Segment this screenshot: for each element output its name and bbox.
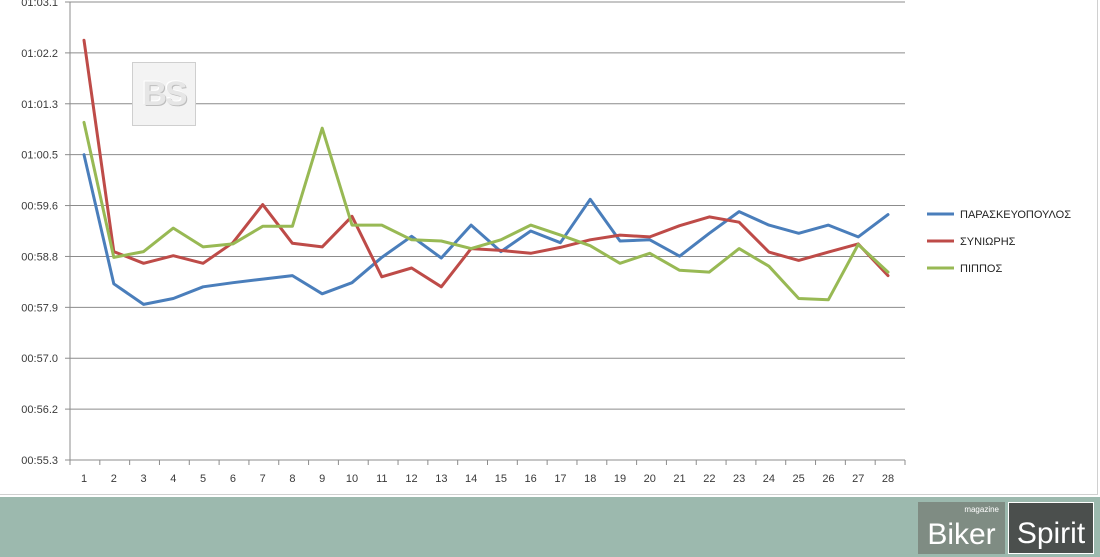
legend: ΠΑΡΑΣΚΕΥΟΠΟΥΛΟΣ ΣΥΝΙΩΡΗΣ ΠΙΠΠΟΣ xyxy=(927,209,1071,275)
grid-lines xyxy=(70,1,905,461)
legend-label: ΠΙΠΠΟΣ xyxy=(960,263,1002,275)
x-tick-label: 5 xyxy=(200,473,206,485)
logo-tagline: magazine xyxy=(964,505,999,514)
y-tick-label: 00:57.0 xyxy=(21,353,58,365)
x-tick-label: 28 xyxy=(882,473,894,485)
legend-label: ΠΑΡΑΣΚΕΥΟΠΟΥΛΟΣ xyxy=(960,209,1071,221)
x-tick-label: 14 xyxy=(465,473,477,485)
x-tick-label: 24 xyxy=(763,473,775,485)
x-tick-label: 21 xyxy=(673,473,685,485)
x-tick-label: 23 xyxy=(733,473,745,485)
logo-left-word: Biker xyxy=(927,518,996,551)
legend-label: ΣΥΝΙΩΡΗΣ xyxy=(960,236,1016,248)
x-tick-label: 6 xyxy=(230,473,236,485)
series-lines xyxy=(82,38,890,306)
x-tick-label: 19 xyxy=(614,473,626,485)
x-tick-label: 27 xyxy=(852,473,864,485)
x-tick-label: 26 xyxy=(822,473,834,485)
x-tick-label: 11 xyxy=(376,473,387,485)
line-chart: 00:55.3 00:56.2 00:57.0 00:57.9 00:58.8 00:59… xyxy=(21,0,1071,485)
series-line-2 xyxy=(82,38,890,289)
x-tick-label: 10 xyxy=(346,473,358,485)
x-tick-label: 7 xyxy=(260,473,266,485)
chart-area: 00:55.3 00:56.2 00:57.0 00:57.9 00:58.8 00:59… xyxy=(0,0,1100,497)
y-tick-label: 01:03.1 xyxy=(21,0,58,9)
x-tick-label: 18 xyxy=(584,473,596,485)
x-tick-label: 4 xyxy=(170,473,176,485)
x-tick-label: 20 xyxy=(644,473,656,485)
biker-spirit-logo: magazine Biker Spirit xyxy=(918,502,1094,554)
x-tick-label: 17 xyxy=(554,473,566,485)
series-line-1 xyxy=(82,153,890,306)
y-tick-label: 00:57.9 xyxy=(21,302,58,314)
logo-spirit-panel: Spirit xyxy=(1008,502,1094,554)
x-tick-label: 8 xyxy=(289,473,295,485)
axes: 00:55.3 00:56.2 00:57.0 00:57.9 00:58.8 00:59… xyxy=(21,0,906,485)
x-tick-label: 2 xyxy=(111,473,117,485)
y-tick-label: 01:00.5 xyxy=(21,150,58,162)
x-tick-label: 3 xyxy=(140,473,146,485)
x-tick-label: 22 xyxy=(703,473,715,485)
bs-watermark-logo: BS xyxy=(132,62,196,126)
x-tick-label: 12 xyxy=(405,473,417,485)
x-tick-label: 9 xyxy=(319,473,325,485)
logo-biker-panel: magazine Biker xyxy=(918,502,1005,554)
y-tick-label: 00:55.3 xyxy=(21,455,58,467)
logo-right-word: Spirit xyxy=(1016,517,1086,550)
y-tick-label: 00:56.2 xyxy=(21,404,58,416)
x-tick-label: 25 xyxy=(793,473,805,485)
x-tick-label: 13 xyxy=(435,473,447,485)
watermark-text: BS xyxy=(142,74,187,113)
x-tick-label: 1 xyxy=(81,473,87,485)
x-tick-label: 15 xyxy=(495,473,507,485)
footer-band xyxy=(0,497,1100,557)
series-line-3 xyxy=(82,120,890,302)
y-tick-label: 01:02.2 xyxy=(21,48,58,60)
y-tick-label: 01:01.3 xyxy=(21,99,58,111)
y-tick-label: 00:58.8 xyxy=(21,251,58,263)
y-tick-label: 00:59.6 xyxy=(21,201,58,213)
x-tick-label: 16 xyxy=(525,473,537,485)
